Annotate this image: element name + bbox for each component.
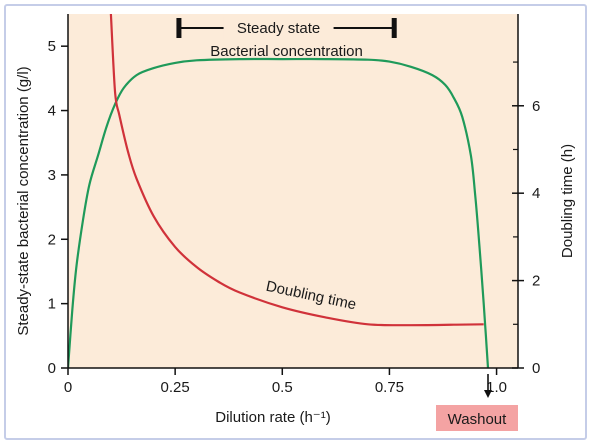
steady-state-left-bracket: [176, 18, 182, 38]
y-right-tick-label: 2: [532, 273, 540, 290]
y-left-tick-label: 0: [48, 360, 56, 377]
steady-state-right-bracket: [391, 18, 397, 38]
x-tick-label: 0.25: [161, 379, 190, 396]
y-right-tick-label: 4: [532, 185, 540, 202]
steady-state-label-bg: [223, 17, 334, 39]
dual-axis-chart: 0 0.25 0.5 0.75 1.0 0 1 2 3 4 5 0 2 4 6 Steady state Ba…: [15, 14, 576, 431]
y-left-tick-label: 1: [48, 296, 56, 313]
bacterial-concentration-line: [68, 57, 490, 368]
y-left-tick-label: 4: [48, 103, 56, 120]
washout-label: Washout: [448, 411, 507, 428]
y-left-tick-label: 2: [48, 231, 56, 248]
x-tick-label: 0.75: [375, 379, 404, 396]
x-tick-label: 0.5: [272, 379, 293, 396]
concentration-label: Bacterial concentration: [210, 43, 363, 60]
washout-arrow-head: [484, 390, 492, 398]
washout-badge: [436, 405, 518, 431]
figure-frame: 0 0.25 0.5 0.75 1.0 0 1 2 3 4 5 0 2 4 6 Steady state Ba…: [4, 4, 587, 440]
x-tick-label: 0: [64, 379, 72, 396]
steady-state-label: Steady state: [237, 20, 320, 37]
y-right-tick-label: 6: [532, 98, 540, 115]
y-left-tick-label: 3: [48, 167, 56, 184]
x-tick-label: 1.0: [486, 379, 507, 396]
doubling-time-line: [109, 14, 484, 327]
x-axis-label: Dilution rate (h⁻¹): [215, 409, 330, 426]
plot-background: [68, 14, 518, 368]
y-axis-right-label: Doubling time (h): [559, 144, 576, 258]
y-left-tick-label: 5: [48, 38, 56, 55]
y-right-tick-label: 0: [532, 360, 540, 377]
y-axis-left-label: Steady-state bacterial concentration (g/…: [15, 66, 32, 335]
